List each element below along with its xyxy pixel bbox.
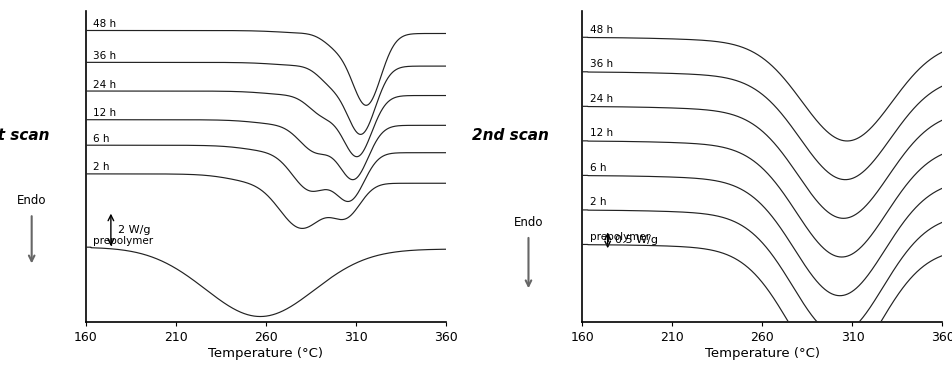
Text: 1st scan: 1st scan (0, 128, 50, 143)
X-axis label: Temperature (°C): Temperature (°C) (705, 347, 820, 360)
Text: Endo: Endo (17, 194, 47, 207)
Text: 48 h: 48 h (589, 25, 613, 35)
Text: 2 W/g: 2 W/g (118, 225, 150, 235)
Text: 24 h: 24 h (93, 80, 116, 89)
Text: 12 h: 12 h (589, 128, 613, 138)
Text: 36 h: 36 h (93, 51, 116, 61)
Text: Endo: Endo (514, 216, 544, 229)
Text: 2 h: 2 h (93, 162, 109, 172)
Text: 24 h: 24 h (589, 94, 613, 104)
X-axis label: Temperature (°C): Temperature (°C) (208, 347, 323, 360)
Text: 2 h: 2 h (589, 197, 606, 207)
Text: prepolymer: prepolymer (93, 236, 153, 246)
Text: 36 h: 36 h (589, 59, 613, 69)
Text: 12 h: 12 h (93, 108, 116, 118)
Text: 48 h: 48 h (93, 19, 116, 29)
Text: 6 h: 6 h (589, 163, 606, 173)
Text: prepolymer: prepolymer (589, 232, 650, 242)
Text: 0.5 W/g: 0.5 W/g (615, 235, 658, 245)
Text: 2nd scan: 2nd scan (472, 128, 549, 143)
Text: 6 h: 6 h (93, 134, 109, 144)
